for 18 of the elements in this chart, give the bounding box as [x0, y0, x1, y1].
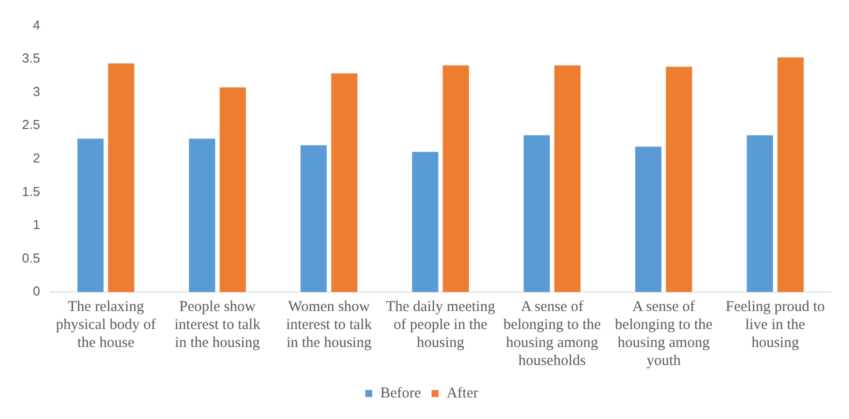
- y-tick-label: 1: [32, 217, 40, 232]
- y-tick-label: 1.5: [22, 184, 40, 199]
- x-tick-label: The relaxing physical body of the house: [56, 298, 156, 351]
- x-tick-label: The daily meeting of people in the housing: [386, 298, 496, 351]
- y-tick-label: 3.5: [22, 50, 40, 66]
- y-tick-label: 3: [32, 84, 40, 99]
- legend-label: After: [446, 385, 478, 402]
- x-tick-label: Women show interest to talk in the housing: [286, 298, 372, 351]
- x-tick-label: A sense of belonging to the housing among youth: [614, 298, 713, 369]
- x-tick-label: People show interest to talk in the housing: [174, 298, 261, 351]
- legend-label: Before: [380, 385, 422, 402]
- y-tick-label: 0: [32, 284, 40, 299]
- y-tick-label: 4: [32, 17, 40, 32]
- y-tick-label: 2.5: [22, 117, 40, 132]
- y-tick-label: 0.5: [22, 250, 40, 266]
- x-tick-label: Feeling proud to live in the housing: [726, 298, 825, 351]
- y-tick-label: 2: [32, 150, 40, 166]
- x-tick-label: A sense of belonging to the housing among households: [503, 298, 602, 369]
